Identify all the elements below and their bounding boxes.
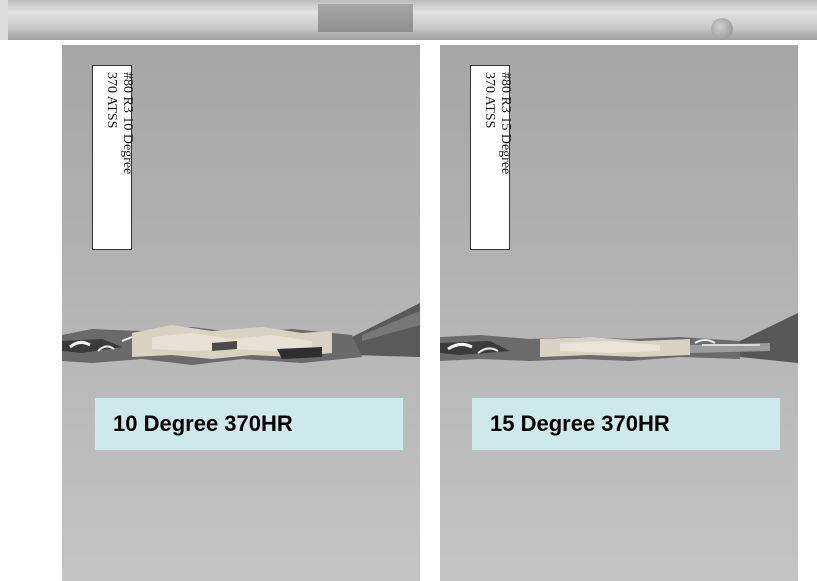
specimen-label-left: #80 R3 10 Degree 370 ATSS: [92, 65, 135, 250]
caption-right: 15 Degree 370HR: [472, 398, 780, 450]
top-bar-edge: [0, 0, 8, 40]
specimen-label-text-left: #80 R3 10 Degree 370 ATSS: [103, 72, 135, 174]
specimen-label-line1: #80 R3 10 Degree: [120, 72, 135, 175]
specimen-photo-left: #80 R3 10 Degree 370 ATSS: [62, 45, 420, 581]
caption-left: 10 Degree 370HR: [95, 398, 403, 450]
specimen-label-line2: 370 ATSS: [104, 72, 119, 129]
specimen-label-line2: 370 ATSS: [482, 72, 497, 129]
specimen-label-line1: #80 R3 15 Degree: [498, 72, 513, 175]
top-bar-knob: [711, 18, 733, 40]
fractured-cable-left: [62, 303, 420, 365]
specimen-photo-right: #80 R3 15 Degree 370 ATSS: [440, 45, 798, 581]
fractured-cable-right: [440, 313, 798, 363]
specimen-label-right: #80 R3 15 Degree 370 ATSS: [470, 65, 513, 250]
specimen-label-text-right: #80 R3 15 Degree 370 ATSS: [481, 72, 513, 174]
scanner-top-bar: [8, 0, 817, 40]
top-bar-shadow: [318, 4, 413, 32]
